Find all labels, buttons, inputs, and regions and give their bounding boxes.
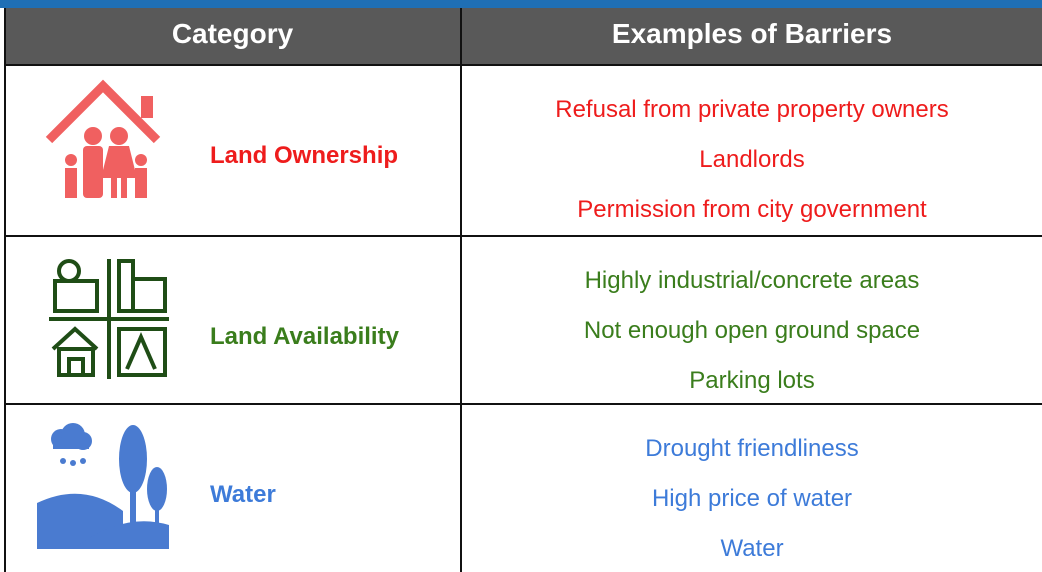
barrier-example: Landlords bbox=[699, 146, 805, 173]
barrier-example: Permission from city government bbox=[577, 196, 927, 223]
barrier-example: Not enough open ground space bbox=[583, 317, 921, 344]
water-icon bbox=[37, 423, 169, 549]
category-label: Land Availability bbox=[210, 323, 399, 350]
ownership-icon bbox=[45, 79, 161, 198]
barrier-example: Drought friendliness bbox=[645, 435, 859, 462]
table-row: Water Drought friendliness High price of… bbox=[5, 405, 1042, 572]
top-bar bbox=[0, 0, 1042, 8]
table-row: Land Ownership Refusal from private prop… bbox=[5, 66, 1042, 237]
table-header: Category Examples of Barriers bbox=[5, 8, 1042, 66]
barrier-example: Water bbox=[720, 535, 784, 562]
category-label: Land Ownership bbox=[210, 142, 399, 169]
column-divider bbox=[460, 8, 462, 572]
table-row: Land Availability Highly industrial/conc… bbox=[5, 237, 1042, 405]
barrier-example: Refusal from private property owners bbox=[555, 96, 949, 123]
barrier-example: High price of water bbox=[651, 485, 853, 512]
header-cell: Category bbox=[171, 18, 294, 49]
barrier-example: Highly industrial/concrete areas bbox=[584, 267, 920, 294]
barrier-example: Parking lots bbox=[689, 367, 815, 394]
category-label: Water bbox=[210, 481, 276, 508]
header-cell: Examples of Barriers bbox=[611, 18, 893, 49]
table-border bbox=[4, 8, 6, 572]
availability-icon bbox=[49, 259, 169, 379]
